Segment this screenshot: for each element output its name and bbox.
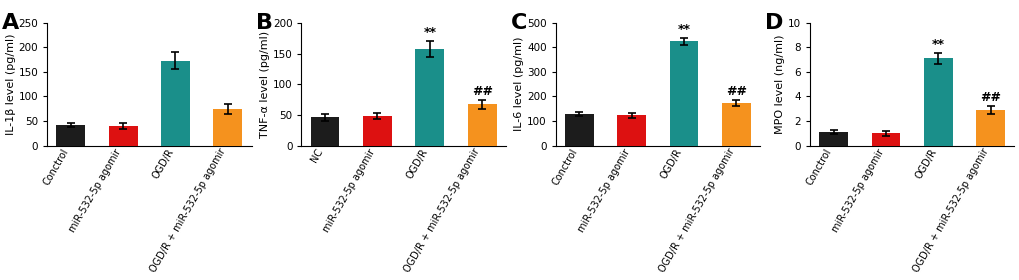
Bar: [363, 116, 391, 146]
Bar: [161, 61, 190, 146]
Text: D: D: [764, 13, 783, 33]
Bar: [56, 125, 86, 146]
Y-axis label: IL-6 level (pg/ml): IL-6 level (pg/ml): [514, 37, 524, 132]
Text: **: **: [677, 23, 690, 36]
Text: **: **: [931, 38, 944, 51]
Text: ##: ##: [471, 85, 492, 98]
Text: B: B: [256, 13, 273, 33]
Bar: [616, 115, 645, 146]
Bar: [109, 126, 138, 146]
Bar: [975, 110, 1004, 146]
Bar: [213, 109, 242, 146]
Bar: [871, 133, 900, 146]
Bar: [721, 103, 750, 146]
Y-axis label: MPO level (ng/ml): MPO level (ng/ml): [774, 34, 785, 134]
Text: ##: ##: [726, 85, 746, 98]
Y-axis label: IL-1β level (pg/ml): IL-1β level (pg/ml): [5, 34, 15, 135]
Text: ##: ##: [979, 91, 1001, 104]
Y-axis label: TNF-α level (pg/ml): TNF-α level (pg/ml): [260, 31, 270, 138]
Bar: [311, 117, 339, 146]
Text: C: C: [511, 13, 527, 33]
Bar: [669, 41, 698, 146]
Bar: [468, 104, 496, 146]
Bar: [415, 49, 443, 146]
Bar: [923, 59, 952, 146]
Bar: [818, 132, 847, 146]
Text: A: A: [2, 13, 19, 33]
Text: **: **: [423, 26, 436, 39]
Bar: [565, 114, 593, 146]
